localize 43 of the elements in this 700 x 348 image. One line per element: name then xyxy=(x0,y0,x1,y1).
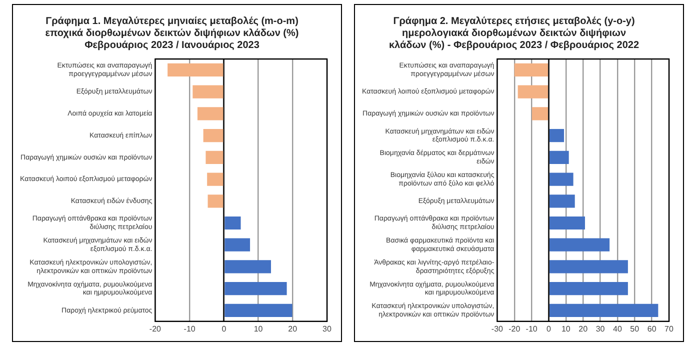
x-tick-label: 0 xyxy=(546,324,552,334)
x-tick-label: 0 xyxy=(222,324,227,334)
x-tick-label: 70 xyxy=(664,324,674,334)
bar xyxy=(549,216,585,230)
x-tick-label: 40 xyxy=(613,324,622,334)
bar xyxy=(518,85,548,98)
bar xyxy=(532,107,548,120)
bar xyxy=(549,238,610,252)
x-tick-label: 50 xyxy=(630,324,640,334)
bar xyxy=(197,107,224,120)
bar xyxy=(549,128,564,142)
bar xyxy=(203,128,224,142)
bar xyxy=(549,172,574,186)
bar xyxy=(224,238,250,252)
x-tick-label: 60 xyxy=(647,324,657,334)
x-tick-label: 30 xyxy=(596,324,606,334)
bar xyxy=(224,304,292,318)
x-tick-label: -10 xyxy=(526,324,538,334)
x-tick-label: 30 xyxy=(322,324,332,334)
bar xyxy=(224,216,241,230)
bar xyxy=(224,282,287,296)
bar xyxy=(549,260,628,274)
x-tick-label: -30 xyxy=(491,324,504,334)
bar xyxy=(549,194,575,208)
bar xyxy=(549,282,628,296)
x-tick-label: 10 xyxy=(254,324,264,334)
chart-title: Γράφημα 2. Μεγαλύτερες ετήσιες μεταβολές (y-o-y) ημερολογιακά διορθωμένων δεικτών διψήφιων κλάδων (%) - Φεβρουάριος 2023 / Φεβρουάριος 2022 xyxy=(388,16,640,51)
chart-title: Γράφημα 1. Μεγαλύτερες μηνιαίες μεταβολές (m-o-m) εποχικά διορθωμένων δεικτών διψήφιων κλάδων (%) Φεβρουάριος 2023 / Ιανουάριος 2023 xyxy=(45,16,299,51)
bar xyxy=(208,194,224,208)
bar xyxy=(206,150,224,164)
x-tick-label: -10 xyxy=(184,324,196,334)
x-tick-label: 20 xyxy=(578,324,588,334)
bar xyxy=(168,63,224,76)
x-tick-label: 20 xyxy=(288,324,298,334)
x-tick-label: 10 xyxy=(561,324,571,334)
bar xyxy=(514,63,548,76)
x-tick-label: -20 xyxy=(508,324,521,334)
x-tick-label: -20 xyxy=(149,324,162,334)
bar xyxy=(549,304,658,318)
bar xyxy=(549,150,569,164)
bar xyxy=(224,260,271,274)
bar xyxy=(192,85,224,98)
bar xyxy=(207,172,224,186)
